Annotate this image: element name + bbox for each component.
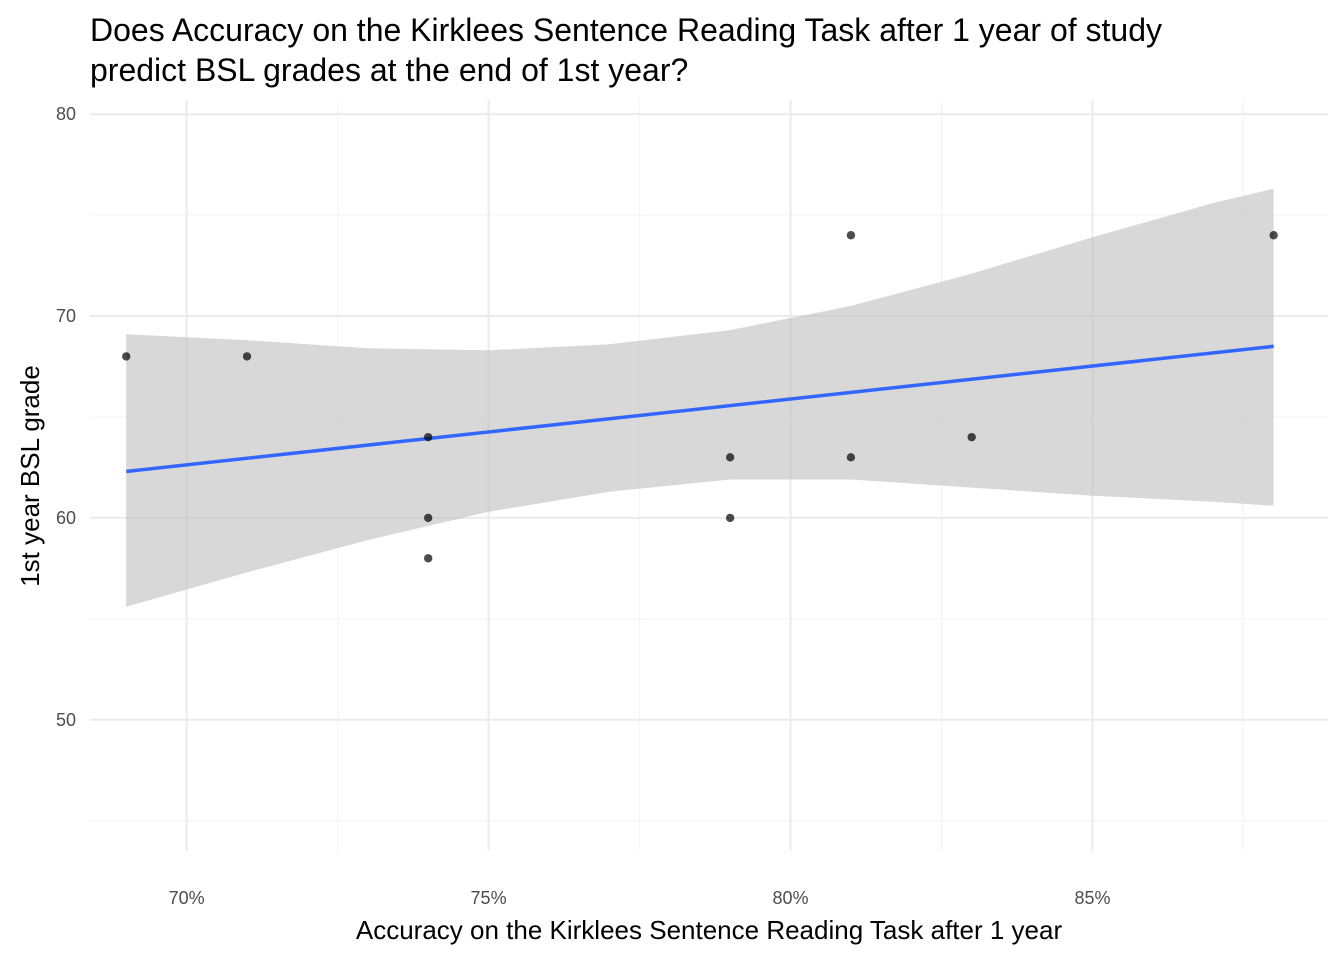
y-tick-label: 70 bbox=[56, 306, 76, 326]
x-axis-tick-labels: 70% 75% 80% 85% bbox=[169, 888, 1111, 908]
data-point bbox=[423, 513, 433, 523]
data-point bbox=[242, 352, 252, 361]
chart-title-line-2: predict BSL grades at the end of 1st yea… bbox=[90, 52, 689, 88]
confidence-band bbox=[126, 188, 1274, 607]
data-point bbox=[122, 352, 131, 361]
regression-line bbox=[126, 344, 1274, 474]
confidence-band-layer bbox=[126, 188, 1274, 607]
y-tick-label: 60 bbox=[56, 508, 76, 528]
x-tick-label: 80% bbox=[773, 888, 809, 908]
data-point bbox=[846, 453, 856, 462]
x-tick-label: 85% bbox=[1074, 888, 1110, 908]
y-tick-label: 50 bbox=[56, 710, 76, 730]
y-axis-tick-labels: 50 60 70 80 bbox=[56, 104, 76, 730]
y-tick-label: 80 bbox=[56, 104, 76, 124]
data-point bbox=[725, 453, 735, 462]
data-point bbox=[423, 432, 433, 442]
y-axis-title: 1st year BSL grade bbox=[15, 365, 45, 587]
chart-title: Does Accuracy on the Kirklees Sentence R… bbox=[90, 10, 1320, 90]
data-point bbox=[846, 231, 856, 240]
data-points bbox=[122, 231, 1278, 563]
fit-line-layer bbox=[126, 344, 1274, 474]
data-point bbox=[725, 513, 735, 523]
data-point bbox=[423, 554, 433, 563]
x-tick-label: 75% bbox=[471, 888, 507, 908]
x-axis-title: Accuracy on the Kirklees Sentence Readin… bbox=[356, 915, 1063, 945]
chart-title-line-1: Does Accuracy on the Kirklees Sentence R… bbox=[90, 12, 1162, 48]
x-tick-label: 70% bbox=[169, 888, 205, 908]
data-point bbox=[1269, 231, 1278, 240]
data-point bbox=[967, 432, 976, 442]
